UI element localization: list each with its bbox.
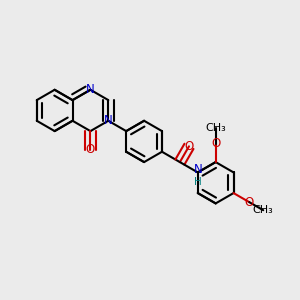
Text: O: O xyxy=(245,196,254,209)
Text: CH₃: CH₃ xyxy=(253,205,274,215)
Text: H: H xyxy=(194,177,202,187)
Text: N: N xyxy=(86,83,95,96)
Text: O: O xyxy=(184,140,194,153)
Text: O: O xyxy=(86,143,95,156)
Text: N: N xyxy=(104,114,113,127)
Text: CH₃: CH₃ xyxy=(205,123,226,133)
Text: O: O xyxy=(211,137,220,150)
Text: N: N xyxy=(194,163,202,176)
